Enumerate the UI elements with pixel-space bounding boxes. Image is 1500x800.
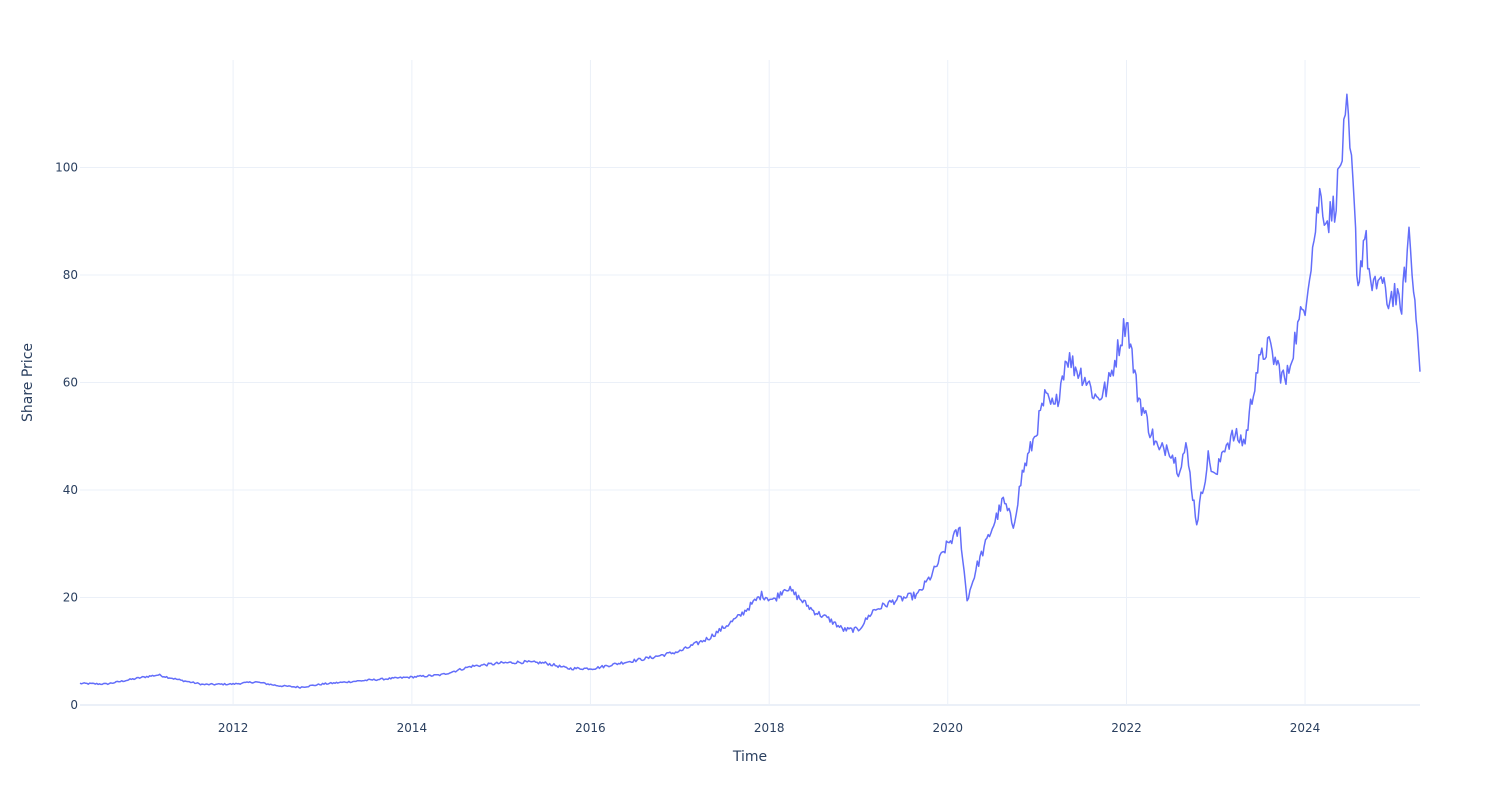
- x-tick-label: 2020: [932, 721, 963, 735]
- x-tick-label: 2018: [754, 721, 785, 735]
- y-tick-label: 0: [70, 698, 78, 712]
- grid-lines: [80, 60, 1420, 706]
- y-tick-label: 20: [63, 591, 78, 605]
- x-tick-label: 2022: [1111, 721, 1142, 735]
- y-tick-label: 40: [63, 483, 78, 497]
- y-tick-label: 100: [55, 161, 78, 175]
- x-tick-label: 2016: [575, 721, 606, 735]
- x-tick-label: 2012: [218, 721, 249, 735]
- x-tick-label: 2014: [397, 721, 428, 735]
- y-tick-label: 60: [63, 376, 78, 390]
- series-line: [79, 93, 1421, 689]
- x-tick-label: 2024: [1290, 721, 1321, 735]
- series-layer: [79, 93, 1421, 689]
- tick-labels: 2012 2014 2016 2018 2020 2022 2024 0 20 40 60 80 100: [55, 161, 1320, 736]
- x-axis-title: Time: [732, 749, 767, 765]
- y-tick-label: 80: [63, 268, 78, 282]
- y-axis-title: Share Price: [20, 343, 36, 422]
